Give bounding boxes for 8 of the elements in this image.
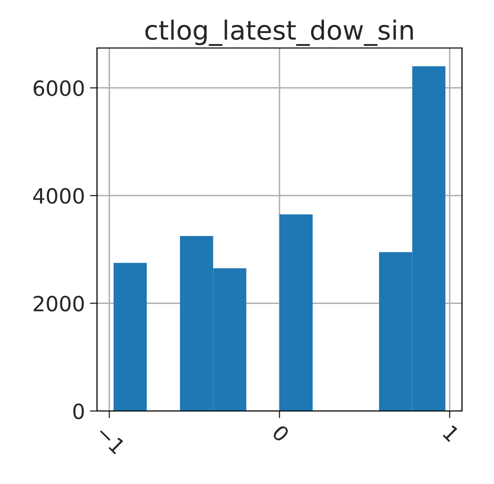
y-tick-label: 0	[73, 403, 84, 420]
chart-title: ctlog_latest_dow_sin	[145, 20, 413, 46]
x-tick-label: 1	[442, 424, 460, 442]
x-tick-label: 0	[272, 424, 290, 443]
y-tick-label: 4000	[33, 188, 84, 204]
y-tick-label: 6000	[34, 80, 84, 96]
y-tick-label: 2000	[34, 296, 84, 312]
x-tick-label: −1	[96, 424, 126, 454]
